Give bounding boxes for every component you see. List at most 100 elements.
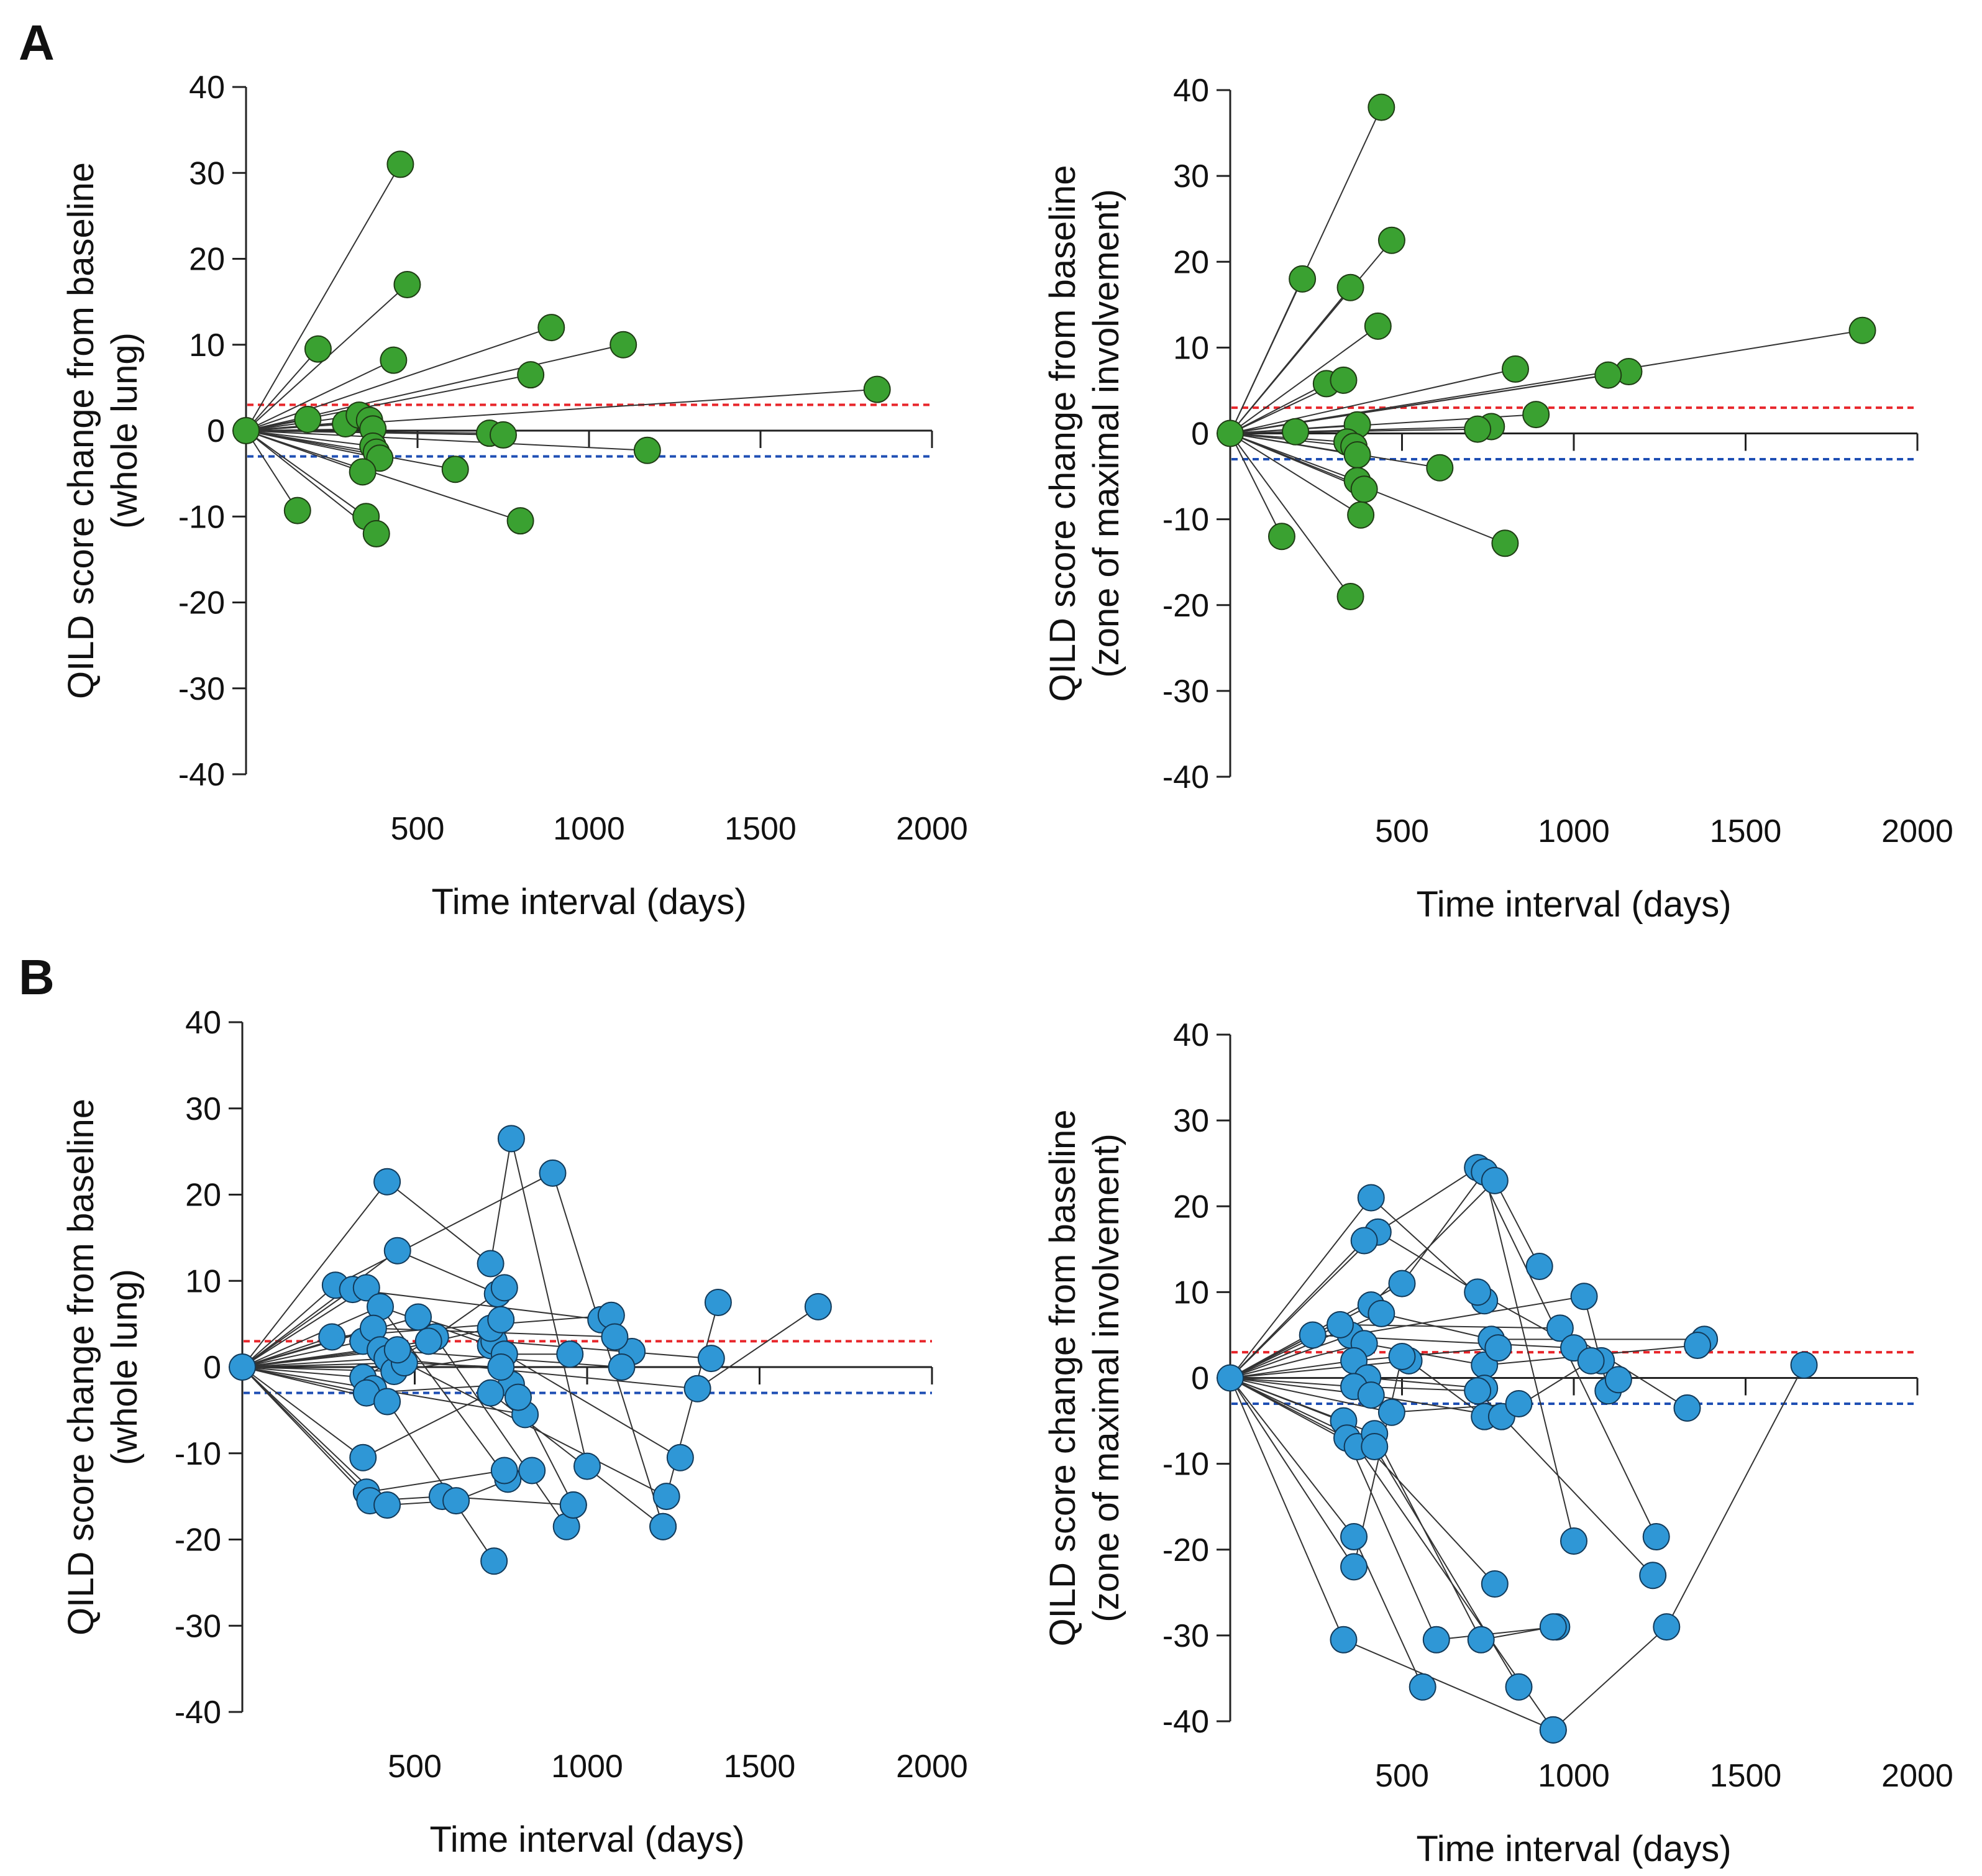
y-tick-label: -40 — [1162, 1704, 1209, 1740]
connector-line — [1230, 432, 1361, 516]
data-point — [1673, 1394, 1701, 1422]
connector-line — [1343, 1639, 1554, 1731]
connector-line — [245, 374, 531, 431]
data-point — [704, 1288, 732, 1316]
x-tick-label: 2000 — [896, 1749, 968, 1785]
x-tick-label: 500 — [1375, 813, 1429, 849]
connector-line — [1230, 1360, 1354, 1379]
connector-line — [1230, 368, 1516, 434]
data-point — [490, 1274, 518, 1302]
connector-line — [242, 1289, 354, 1368]
data-point — [517, 361, 545, 389]
data-point — [1539, 1716, 1567, 1744]
connector-line — [1377, 1231, 1478, 1293]
connector-line — [1583, 1296, 1609, 1391]
y-tick-label: 40 — [1173, 73, 1209, 109]
connector-line — [245, 430, 455, 470]
y-tick-label: -10 — [1162, 1447, 1209, 1483]
data-point — [1464, 415, 1492, 443]
connector-line — [242, 1366, 363, 1458]
data-point — [1361, 1433, 1389, 1460]
data-point — [1525, 1252, 1553, 1280]
connector-line — [242, 1306, 381, 1368]
data-point — [1653, 1613, 1681, 1641]
connector-line — [1484, 1171, 1574, 1542]
connector-line — [387, 1358, 698, 1389]
y-axis-title: QILD score change from baseline — [61, 162, 101, 699]
data-point — [1340, 1553, 1368, 1581]
y-tick-label: 0 — [203, 1350, 221, 1386]
data-point — [1577, 1347, 1605, 1375]
x-tick-label: 1500 — [1710, 1758, 1782, 1794]
y-tick-label: 30 — [1173, 158, 1209, 194]
data-point — [362, 519, 390, 547]
y-tick-label: 30 — [1173, 1103, 1209, 1139]
y-tick-label: -20 — [178, 585, 225, 621]
connector-line — [242, 1366, 363, 1378]
connector-line — [1494, 1180, 1540, 1267]
data-point — [1501, 355, 1529, 383]
data-points — [1217, 93, 1876, 610]
y-tick-label: 0 — [1191, 1361, 1209, 1397]
connector-line — [1230, 329, 1863, 434]
data-point — [414, 1327, 442, 1355]
y-tick-label: 20 — [189, 242, 225, 278]
data-point — [804, 1293, 832, 1320]
connector-line — [1230, 1343, 1364, 1379]
x-tick-label: 500 — [391, 811, 445, 847]
baseline-point — [1217, 1364, 1244, 1392]
connector-line — [1436, 1626, 1557, 1640]
y-tick-label: -30 — [175, 1608, 221, 1644]
y-axis-subtitle: (zone of maximal involvement) — [1086, 189, 1126, 678]
x-tick-label: 1000 — [553, 811, 625, 847]
y-tick-label: -20 — [1162, 588, 1209, 624]
connector-line — [1230, 1240, 1365, 1379]
connector-line — [1230, 1197, 1372, 1379]
y-tick-label: 20 — [1173, 244, 1209, 280]
connector-line — [245, 430, 367, 518]
connector-line — [386, 1401, 495, 1562]
x-tick-label: 1500 — [724, 811, 797, 847]
connector-line — [245, 430, 373, 447]
data-point — [610, 331, 637, 359]
y-tick-label: 30 — [185, 1091, 221, 1127]
data-point — [649, 1512, 677, 1540]
connector-lines — [1230, 107, 1863, 597]
connector-line — [1230, 278, 1304, 434]
y-tick-label: 0 — [207, 413, 225, 449]
y-tick-label: -10 — [178, 499, 225, 535]
connector-line — [1230, 1377, 1354, 1567]
data-point — [1604, 1366, 1632, 1394]
connector-line — [242, 1366, 371, 1501]
connector-line — [434, 1336, 567, 1527]
connector-line — [242, 1340, 363, 1368]
connector-line — [1230, 1360, 1409, 1379]
connector-line — [1230, 1231, 1379, 1379]
connector-line — [242, 1284, 336, 1368]
baseline-point — [1217, 419, 1244, 447]
data-point — [1684, 1332, 1712, 1360]
data-point — [1377, 226, 1405, 254]
y-axis-title: QILD score change from baseline — [61, 1099, 101, 1636]
y-axis-title: QILD score change from baseline — [1043, 165, 1083, 702]
data-point — [506, 507, 534, 535]
connector-line — [1230, 1377, 1354, 1537]
data-point — [383, 1336, 411, 1364]
data-point — [863, 375, 891, 403]
data-point — [1546, 1314, 1574, 1342]
baseline-point — [232, 417, 260, 444]
data-point — [608, 1353, 636, 1381]
data-point — [1639, 1562, 1667, 1590]
connector-line — [386, 1181, 491, 1265]
data-point — [1350, 475, 1378, 503]
connector-line — [366, 1470, 505, 1493]
connector-line — [1230, 287, 1351, 434]
data-point — [1409, 1673, 1436, 1701]
data-point — [1289, 265, 1317, 293]
y-tick-label: 40 — [189, 70, 225, 106]
data-point — [1560, 1527, 1587, 1555]
connector-line — [697, 1306, 819, 1389]
data-point — [480, 1547, 508, 1575]
y-tick-label: 10 — [185, 1263, 221, 1299]
connector-line — [1230, 1377, 1354, 1388]
